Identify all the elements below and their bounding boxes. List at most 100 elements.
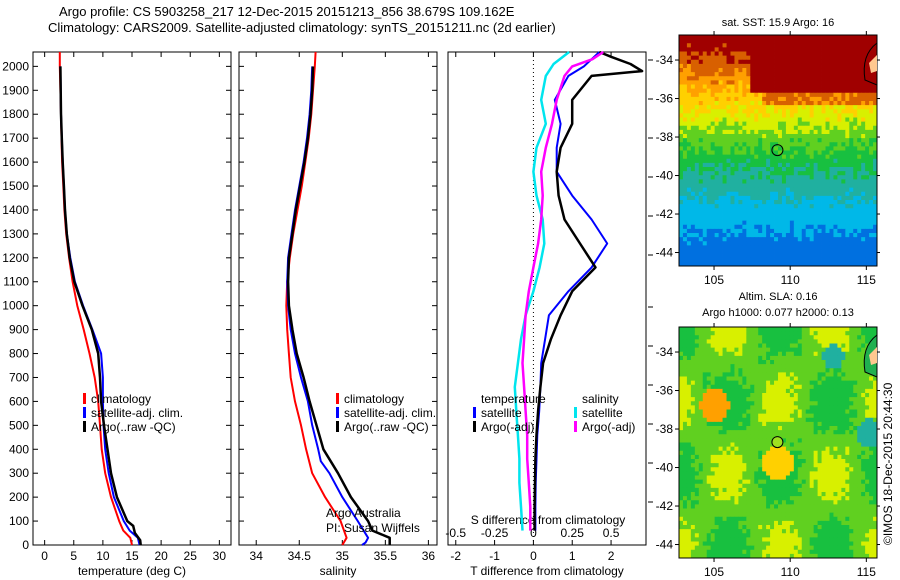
heatmap-cell	[789, 224, 795, 230]
heatmap-cell	[754, 187, 759, 193]
heatmap-cell	[690, 397, 696, 402]
heatmap-cell	[805, 257, 811, 263]
heatmap-cell	[873, 450, 878, 456]
heatmap-cell	[833, 125, 838, 131]
heatmap-cell	[821, 454, 826, 460]
heatmap-cell	[722, 454, 727, 460]
heatmap-cell	[853, 171, 858, 176]
heatmap-cell	[805, 88, 811, 94]
heatmap-cell	[833, 343, 838, 349]
heatmap-cell	[766, 430, 771, 435]
heatmap-cell	[825, 212, 830, 217]
heatmap-cell	[726, 364, 731, 369]
heatmap-cell	[726, 475, 731, 481]
heatmap-cell	[809, 138, 815, 143]
heatmap-cell	[762, 479, 767, 485]
heatmap-cell	[710, 372, 716, 377]
heatmap-cell	[694, 249, 700, 255]
heatmap-cell	[734, 339, 739, 344]
heatmap-cell	[781, 368, 787, 373]
heatmap-cell	[679, 471, 684, 476]
heatmap-cell	[837, 121, 842, 127]
heatmap-cell	[805, 450, 811, 456]
heatmap-cell	[801, 450, 807, 456]
heatmap-cell	[718, 388, 723, 394]
heatmap-cell	[821, 220, 826, 226]
heatmap-cell	[679, 479, 684, 485]
heatmap-cell	[841, 417, 846, 423]
heatmap-cell	[837, 360, 842, 365]
heatmap-cell	[770, 413, 775, 419]
heatmap-cell	[817, 237, 822, 242]
heatmap-cell	[722, 393, 727, 398]
heatmap-cell	[829, 76, 834, 81]
heatmap-cell	[873, 191, 878, 197]
heatmap-cell	[785, 72, 791, 77]
heatmap-cell	[702, 109, 708, 114]
heatmap-cell	[682, 261, 688, 267]
heatmap-cell	[778, 351, 783, 357]
heatmap-cell	[829, 134, 834, 139]
heatmap-cell	[778, 92, 783, 98]
heatmap-cell	[781, 76, 787, 81]
heatmap-cell	[766, 347, 771, 353]
heatmap-cell	[809, 80, 815, 85]
heatmap-cell	[742, 101, 747, 106]
heatmap-cell	[679, 76, 684, 81]
heatmap-cell	[817, 39, 822, 44]
heatmap-cell	[698, 335, 704, 340]
heatmap-cell	[698, 446, 704, 452]
heatmap-cell	[825, 241, 830, 246]
heatmap-cell	[857, 208, 862, 213]
heatmap-cell	[686, 430, 692, 435]
heatmap-cell	[762, 105, 767, 110]
heatmap-cell	[785, 253, 791, 259]
heatmap-cell	[797, 372, 803, 377]
heatmap-cell	[730, 117, 735, 123]
heatmap-cell	[698, 368, 704, 373]
heatmap-cell	[821, 121, 826, 127]
heatmap-cell	[845, 228, 850, 234]
heatmap-cell	[766, 249, 771, 255]
heatmap-cell	[837, 51, 842, 57]
heatmap-cell	[845, 434, 850, 439]
heatmap-cell	[702, 92, 708, 98]
heatmap-cell	[722, 471, 727, 476]
heatmap-cell	[801, 51, 807, 57]
heatmap-cell	[801, 347, 807, 353]
heatmap-cell	[679, 59, 684, 65]
heatmap-cell	[738, 208, 743, 213]
heatmap-cell	[686, 450, 692, 456]
heatmap-cell	[686, 351, 692, 357]
heatmap-cell	[682, 364, 688, 369]
heatmap-cell	[718, 35, 723, 40]
heatmap-cell	[718, 438, 723, 443]
heatmap-cell	[873, 162, 878, 168]
heatmap-cell	[845, 475, 850, 481]
heatmap-cell	[821, 125, 826, 131]
heatmap-cell	[793, 187, 799, 193]
heatmap-cell	[813, 59, 818, 65]
heatmap-cell	[706, 88, 712, 94]
heatmap-cell	[853, 355, 858, 361]
heatmap-cell	[774, 228, 779, 234]
heatmap-cell	[690, 175, 696, 180]
heatmap-cell	[714, 438, 719, 443]
heatmap-cell	[789, 43, 795, 48]
heatmap-cell	[734, 68, 739, 73]
heatmap-cell	[702, 343, 708, 349]
heatmap-cell	[865, 138, 870, 143]
heatmap-cell	[845, 51, 850, 57]
heatmap-cell	[853, 393, 858, 398]
y-tick-label: -44	[656, 246, 674, 260]
heatmap-cell	[861, 245, 866, 250]
heatmap-cell	[734, 471, 739, 476]
heatmap-cell	[694, 59, 700, 65]
heatmap-cell	[813, 175, 818, 180]
heatmap-cell	[774, 220, 779, 226]
heatmap-cell	[821, 183, 826, 189]
heatmap-cell	[698, 96, 704, 102]
heatmap-cell	[746, 347, 751, 353]
heatmap-cell	[845, 63, 850, 69]
heatmap-cell	[825, 257, 830, 263]
